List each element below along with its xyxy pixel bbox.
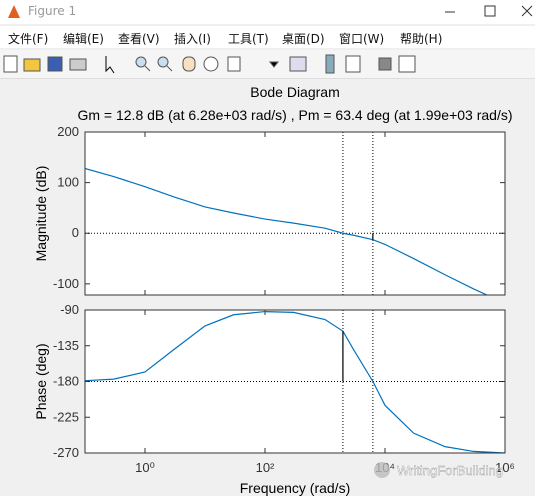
menu-item[interactable]: 插入(I): [174, 32, 211, 46]
x-tick-label: 10²: [256, 460, 275, 475]
close[interactable]: [521, 5, 533, 17]
toolbar-icons: [3, 54, 416, 74]
app-icon: [8, 5, 20, 18]
axes-box: [84, 131, 506, 296]
line-series: [85, 310, 505, 453]
y-tick-label: -90: [60, 302, 79, 317]
menu-bar: 文件(F) 编辑(E) 查看(V) 插入(I) 工具(T) 桌面(D) 窗口(W) 帮助(H): [0, 26, 535, 48]
maximize[interactable]: [484, 5, 496, 17]
menu-item[interactable]: 工具(T): [228, 32, 269, 46]
y-axis-label: Magnitude (dB): [33, 166, 49, 262]
y-tick-label: 200: [57, 124, 79, 139]
watermark-icon: [374, 462, 390, 478]
menu-item[interactable]: 文件(F): [8, 32, 49, 46]
y-tick-label: -135: [53, 338, 79, 353]
y-axis-label: Phase (deg): [33, 343, 49, 419]
menu-item[interactable]: 窗口(W): [339, 32, 385, 46]
tool-buttons[interactable]: [3, 54, 416, 74]
line-series: [85, 167, 488, 295]
y-tick-label: 100: [57, 175, 79, 190]
y-tick-label: -225: [53, 409, 79, 424]
menu-item[interactable]: 编辑(E): [63, 32, 104, 46]
title-icons: [8, 5, 533, 18]
y-tick-label: 0: [72, 225, 79, 240]
watermark: WritingForBuilding: [397, 463, 503, 478]
chart-title: Bode Diagram: [250, 84, 340, 100]
title-bar: Figure 1: [0, 0, 535, 24]
y-tick-label: -180: [53, 374, 79, 389]
y-tick-label: -100: [53, 276, 79, 291]
chart-subtitle: Gm = 12.8 dB (at 6.28e+03 rad/s) , Pm = …: [77, 107, 512, 123]
axes-box: [84, 309, 506, 454]
plot-area: [85, 132, 505, 295]
x-tick-label: 10⁰: [135, 460, 155, 475]
x-tick-label: 10⁶: [495, 460, 515, 475]
toolbar: [0, 50, 535, 79]
figure: Bode Diagram Gm = 12.8 dB (at 6.28e+03 ra…: [33, 84, 515, 496]
menu-item[interactable]: 桌面(D): [282, 32, 325, 46]
y-tick-label: -270: [53, 445, 79, 460]
menu-item[interactable]: 查看(V): [118, 32, 160, 46]
x-axis-label: Frequency (rad/s): [240, 480, 350, 496]
menu-item[interactable]: 帮助(H): [400, 32, 443, 46]
window-title: Figure 1: [28, 4, 77, 18]
